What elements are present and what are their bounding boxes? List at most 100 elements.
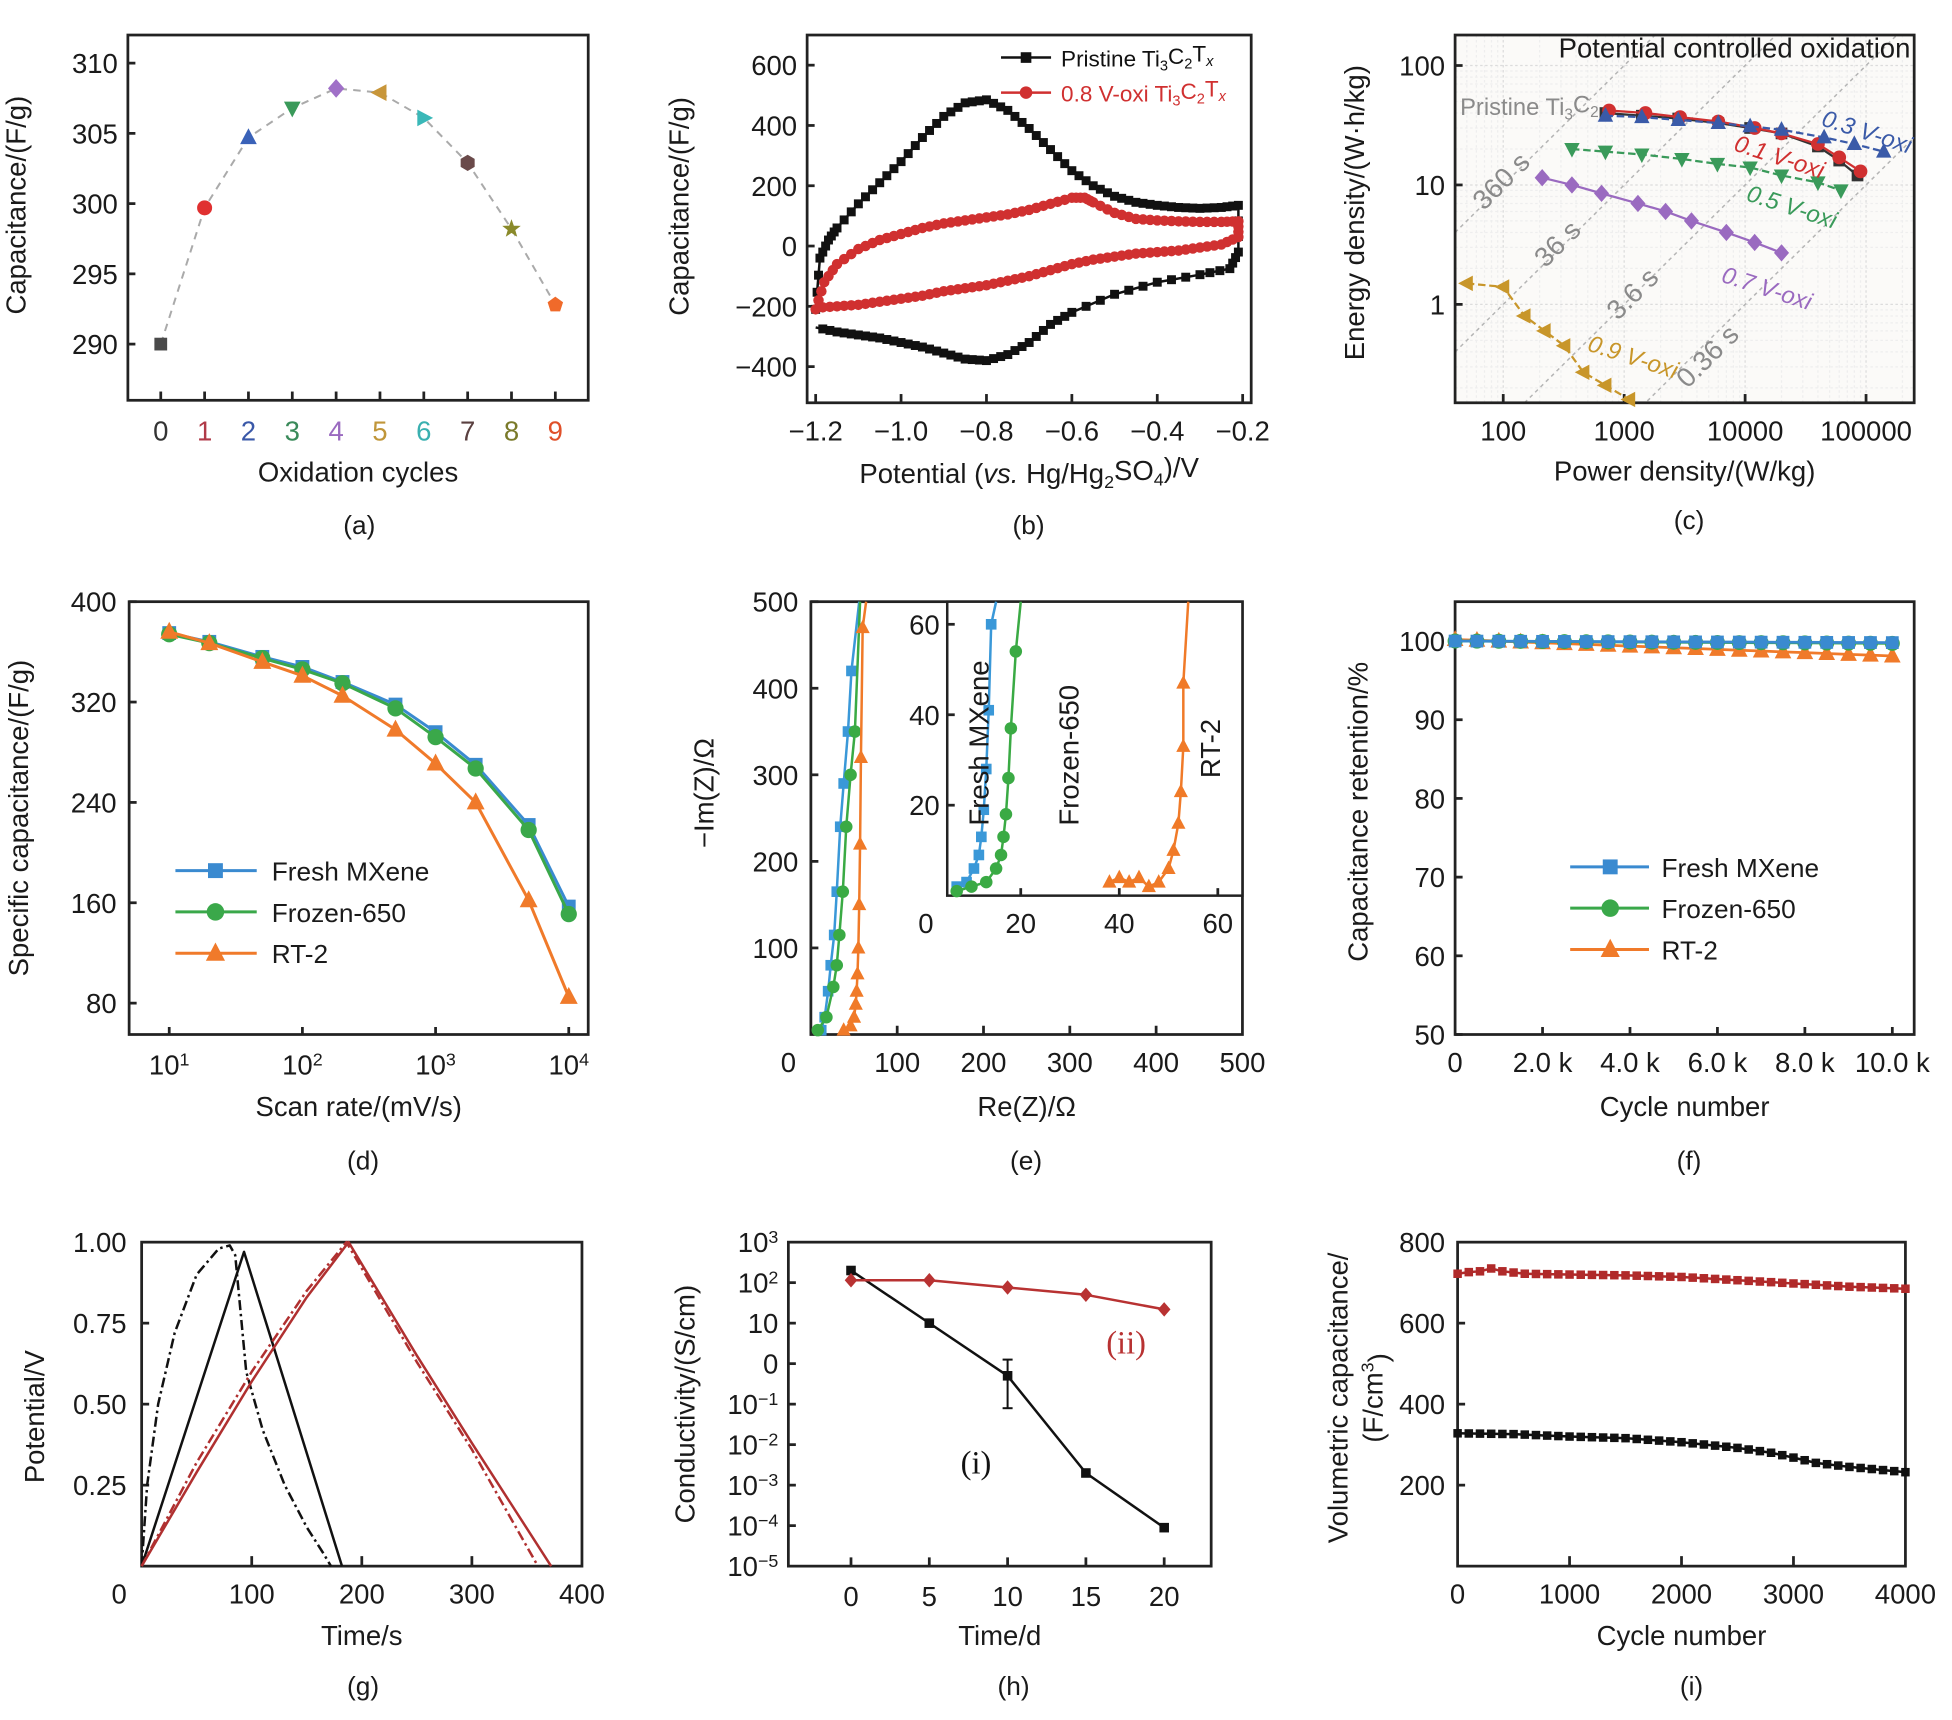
data-point: [1601, 635, 1615, 648]
x-tick-label: 15: [1071, 1581, 1102, 1612]
x-tick-label: 10.0 k: [1855, 1047, 1930, 1078]
x-tick-label-part: 10: [548, 1050, 579, 1081]
data-point: [386, 719, 405, 737]
y-tick-label: 10−2: [727, 1430, 778, 1461]
y-tick-label: 400: [1399, 1389, 1445, 1420]
data-point: [1060, 311, 1070, 321]
inset-y-tick-label: 20: [909, 790, 940, 821]
y-tick-label: 10−1: [727, 1389, 778, 1420]
x-tick-label: 3: [285, 415, 300, 446]
data-point: [882, 335, 892, 344]
data-point: [1811, 1458, 1821, 1468]
panel-caption: (i): [1680, 1671, 1703, 1701]
inset-data-point: [978, 804, 990, 816]
data-point: [1159, 1522, 1169, 1533]
y-tick-label: 310: [72, 48, 118, 79]
data-point: [953, 102, 963, 112]
x-tick-label-part: 3: [446, 1050, 456, 1070]
legend-marker: [206, 903, 225, 921]
y-tick-label-part: 10: [727, 1470, 758, 1501]
data-point: [1498, 1429, 1507, 1439]
inset-data-point: [994, 848, 1008, 862]
data-point: [1620, 391, 1636, 408]
y-tick-label: 70: [1414, 862, 1445, 893]
y-tick-label: 160: [71, 888, 117, 919]
data-point: [426, 753, 445, 771]
data-point: [875, 178, 885, 188]
y-axis-label-line2-part: 3: [1358, 1362, 1378, 1372]
data-point: [1654, 1436, 1664, 1445]
data-point: [1747, 233, 1763, 252]
legend-label-part: T: [1192, 42, 1206, 67]
x-axis-label-part: 2: [1104, 472, 1114, 492]
x-tick-label: 1000: [1539, 1579, 1600, 1610]
data-point: [846, 1265, 856, 1276]
data-point: [1152, 277, 1162, 287]
x-axis-label-part: vs.: [983, 458, 1018, 489]
data-point: [1079, 1287, 1093, 1303]
data-point: [917, 342, 927, 352]
data-point: [1117, 193, 1127, 203]
y-tick-label: 240: [71, 787, 117, 818]
data-point: [1643, 1271, 1653, 1281]
inset-x-tick-label: 40: [1104, 908, 1135, 939]
data-point: [1475, 1429, 1485, 1438]
inset-data-point: [1102, 874, 1117, 888]
data-point: [855, 619, 870, 634]
series-annotation: (ii): [1106, 1325, 1146, 1361]
data-point: [910, 141, 920, 151]
data-point: [1878, 1283, 1888, 1293]
data-point: [1596, 377, 1612, 394]
data-point: [1565, 1432, 1574, 1441]
data-point: [903, 149, 913, 159]
x-tick-label: −1.2: [789, 415, 843, 446]
data-point: [1017, 342, 1027, 351]
data-point: [1630, 194, 1646, 213]
data-point: [1202, 203, 1212, 213]
x-axis-label: Time/s: [321, 1620, 403, 1651]
inset-data-point: [980, 875, 993, 889]
data-point: [889, 164, 899, 174]
data-point: [1138, 198, 1148, 208]
data-point: [1766, 1277, 1776, 1287]
data-point: [1800, 1279, 1809, 1289]
data-point: [1789, 1453, 1798, 1462]
data-point: [1067, 166, 1077, 176]
y-tick-label: 10−3: [727, 1470, 778, 1501]
data-point: [1845, 1282, 1854, 1291]
y-tick-label: 320: [71, 687, 117, 718]
data-point: [1598, 1270, 1608, 1280]
inset-data-point: [1151, 874, 1166, 888]
y-tick-label-part: 10: [738, 1227, 769, 1258]
y-tick-label: 60: [1414, 941, 1445, 972]
data-point: [1102, 188, 1112, 198]
x-tick-label: 103: [415, 1050, 456, 1081]
data-point: [1597, 145, 1614, 161]
x-tick-label: 0: [1450, 1579, 1465, 1610]
x-tick-label: 0: [153, 415, 168, 446]
legend-marker: [208, 863, 223, 879]
x-tick-label: 4000: [1875, 1579, 1936, 1610]
time-line: [1455, 35, 1657, 234]
data-point: [1228, 258, 1238, 268]
data-point: [848, 996, 863, 1010]
inset-data-point: [961, 876, 972, 888]
y-tick-label-part: −5: [758, 1551, 778, 1571]
data-point: [1816, 128, 1832, 144]
data-point: [1024, 124, 1034, 133]
data-point: [1733, 1443, 1742, 1453]
data-point: [1535, 323, 1551, 339]
data-point: [1885, 636, 1899, 649]
data-point: [868, 332, 878, 342]
y-tick-label-part: 3: [768, 1227, 778, 1247]
data-point: [861, 331, 870, 341]
data-point: [853, 749, 869, 764]
legend-marker: [1600, 938, 1620, 957]
data-point: [1131, 197, 1141, 207]
data-point: [154, 337, 168, 351]
data-point: [1038, 325, 1048, 335]
x-tick-label: 2.0 k: [1513, 1047, 1573, 1078]
y-tick-label-part: 0: [763, 1349, 778, 1380]
data-point: [843, 1017, 858, 1032]
data-point: [851, 939, 866, 954]
